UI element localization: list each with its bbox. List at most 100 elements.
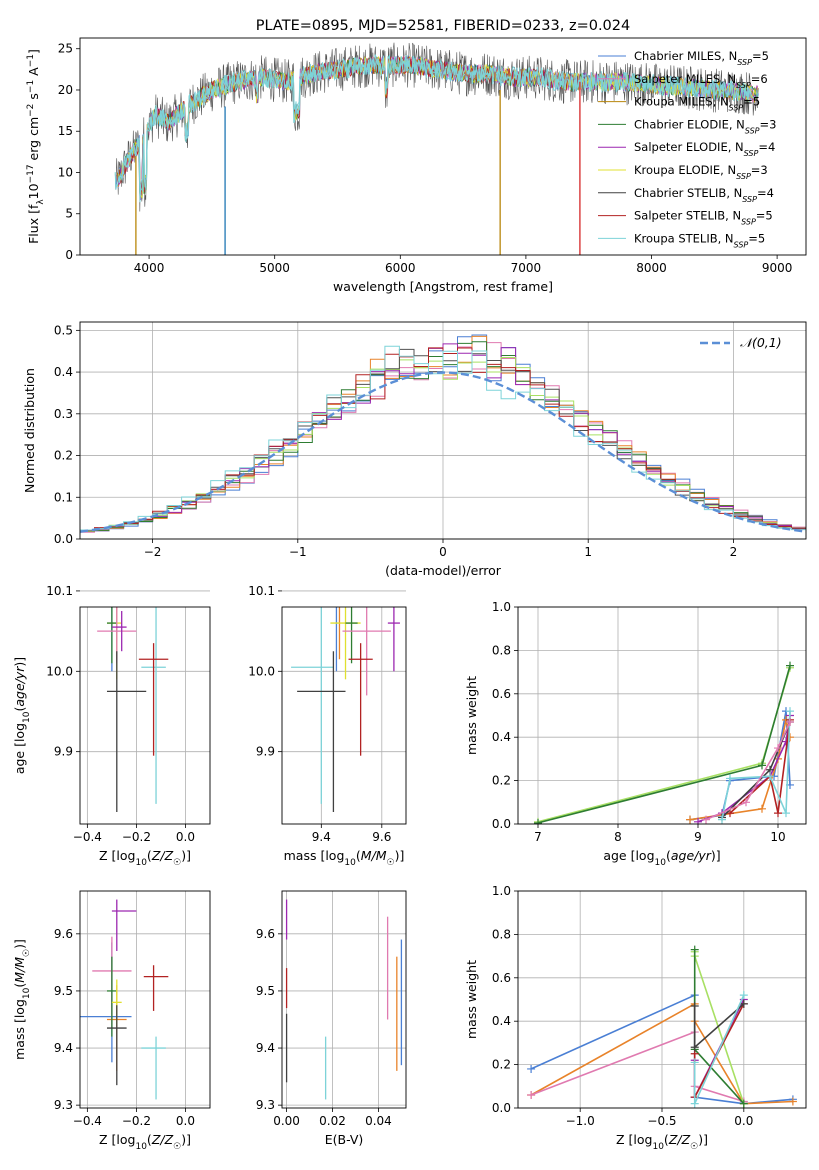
y-axis-label: age [log10(age/yr)] <box>12 657 32 774</box>
y-tick-label: 0.5 <box>54 323 73 337</box>
y-axis-label: mass weight <box>464 676 479 755</box>
weight-point-marker <box>686 815 694 824</box>
age_vs_mass-panel: 9.4 9.6 9.9 10.0 10.1 mass [log10(M/M☉)] <box>248 584 407 868</box>
y-tick-label: 9.4 <box>54 1041 73 1055</box>
x-tick-label: 8 <box>614 830 622 844</box>
x-tick-label: −1 <box>289 545 307 559</box>
weight-point-marker <box>690 1099 699 1108</box>
y-tick-label: 0.0 <box>492 1101 511 1115</box>
weight-point-marker <box>786 707 794 716</box>
y-tick-label: 9.5 <box>256 984 275 998</box>
y-tick-label: 0.4 <box>54 365 73 379</box>
x-tick-label: −0.4 <box>73 830 102 844</box>
y-tick-label: 25 <box>58 42 73 56</box>
axes-frame <box>517 606 807 825</box>
weight-point-marker <box>702 815 710 824</box>
y-axis-label: mass weight <box>464 960 479 1039</box>
weight-point-marker <box>786 718 794 727</box>
legend-label: Kroupa ELODIE, NSSP=3 <box>634 163 768 181</box>
weight-point-marker <box>782 809 790 818</box>
x-tick-label: 9.4 <box>312 830 331 844</box>
residuals-panel: −2 −1 0 1 2 0.0 0.1 0.2 0.3 0.4 0.5 (data-model)/er… <box>22 321 807 578</box>
y-tick-label: 0.2 <box>492 774 511 788</box>
y-tick-label: 10 <box>58 165 73 179</box>
weight-point-marker <box>758 761 766 770</box>
axes-frame <box>79 37 807 256</box>
y-tick-label: 10.0 <box>248 664 275 678</box>
weight-point-marker <box>527 1090 536 1099</box>
y-tick-label: 0.6 <box>492 687 511 701</box>
x-axis-label: Z [log10(Z/Z☉)] <box>616 1132 708 1152</box>
x-tick-label: −2 <box>144 545 162 559</box>
normal-curve <box>80 371 806 533</box>
weight-point-marker <box>534 818 542 824</box>
x-tick-label: −0.5 <box>647 1114 676 1128</box>
x-tick-label: 0.00 <box>273 1114 300 1128</box>
x-tick-label: −1.0 <box>566 1114 595 1128</box>
x-tick-label: 8000 <box>636 261 667 275</box>
weight-point-marker <box>766 772 774 781</box>
spectrum-plot-area <box>114 42 759 255</box>
y-tick-label: 0.2 <box>54 449 73 463</box>
y-tick-label: 9.9 <box>54 745 73 759</box>
weight_vs_Z-plot-area <box>527 945 797 1108</box>
x-tick-label: 0.02 <box>319 1114 346 1128</box>
legend-label: Kroupa MILES, NSSP=5 <box>634 95 760 113</box>
y-tick-label: 0.0 <box>54 532 73 546</box>
weight-point-marker <box>742 798 750 807</box>
y-axis-label: Normed distribution <box>22 368 37 493</box>
weight-point-marker <box>739 1099 748 1108</box>
y-tick-label: 9.5 <box>54 984 73 998</box>
x-axis-label: age [log10(age/yr)] <box>603 848 720 868</box>
y-tick-label: 9.6 <box>256 927 275 941</box>
y-tick-label: 9.4 <box>256 1041 275 1055</box>
weight-point-marker <box>694 817 702 824</box>
x-tick-label: 0 <box>439 545 447 559</box>
weight-point-marker <box>690 945 699 954</box>
weight-series-line <box>537 665 791 824</box>
y-axis-label: mass [log10(M/M☉)] <box>12 939 32 1060</box>
y-tick-label: 9.3 <box>256 1098 275 1112</box>
weight-point-marker <box>718 815 726 824</box>
weight-series-line <box>705 721 791 821</box>
axes-frame <box>281 890 407 1109</box>
mass_vs_Z-panel: −0.4 −0.2 0.0 9.3 9.4 9.5 9.6 Z [log10(Z/Z☉)] ma… <box>12 890 211 1152</box>
age_vs_Z-plot-area <box>97 607 169 812</box>
y-tick-label: 10.0 <box>46 664 73 678</box>
x-axis-label: wavelength [Angstrom, rest frame] <box>333 279 553 294</box>
y-tick-label: 0.4 <box>492 1014 511 1028</box>
weight-point-marker <box>690 1002 699 1011</box>
y-tick-label: 0.0 <box>492 817 511 831</box>
x-tick-label: 6000 <box>385 261 416 275</box>
weight_vs_age-plot-area <box>534 661 794 824</box>
histogram-series <box>80 345 806 533</box>
weight-point-marker <box>726 774 734 783</box>
x-axis-label: mass [log10(M/M☉)] <box>284 848 405 868</box>
x-tick-label: 0.0 <box>734 1114 753 1128</box>
legend-label: Chabrier MILES, NSSP=5 <box>634 49 769 67</box>
weight_vs_age-panel: 7 8 9 10 0.0 0.2 0.4 0.6 0.8 1.0 age [log10(age/yr… <box>464 600 807 868</box>
age_vs_mass-plot-area <box>291 607 400 812</box>
y-tick-label: 0.8 <box>492 927 511 941</box>
y-tick-label: 0.4 <box>492 730 511 744</box>
y-tick-label: 10.1 <box>248 584 275 598</box>
y-tick-label: 9.3 <box>54 1098 73 1112</box>
age_vs_Z-panel: −0.4 −0.2 0.0 9.9 10.0 10.1 Z [log10(Z/Z☉)] age… <box>12 584 211 868</box>
spectrum-series-line <box>114 54 753 203</box>
y-tick-label: 0.3 <box>54 407 73 421</box>
legend-label: Salpeter MILES, NSSP=6 <box>634 72 768 90</box>
weight-point-marker <box>788 1097 797 1106</box>
y-tick-label: 1.0 <box>492 600 511 614</box>
weight-point-marker <box>690 1058 699 1067</box>
x-tick-label: 7 <box>534 830 542 844</box>
mass_vs_ebv-plot-area <box>285 899 403 1100</box>
legend-label: 𝒩(0,1) <box>740 335 782 350</box>
x-tick-label: 0.0 <box>176 830 195 844</box>
y-tick-label: 1.0 <box>492 884 511 898</box>
axes-frame <box>79 606 211 825</box>
y-axis-label: Flux [fλ10−17 erg cm−2 s−1 A−1] <box>26 49 46 244</box>
legend-label: Kroupa STELIB, NSSP=5 <box>634 231 765 249</box>
mass_vs_ebv-panel: 0.00 0.02 0.04 9.3 9.4 9.5 9.6 E(B-V) <box>256 890 407 1147</box>
x-axis-label: Z [log10(Z/Z☉)] <box>99 1132 191 1152</box>
